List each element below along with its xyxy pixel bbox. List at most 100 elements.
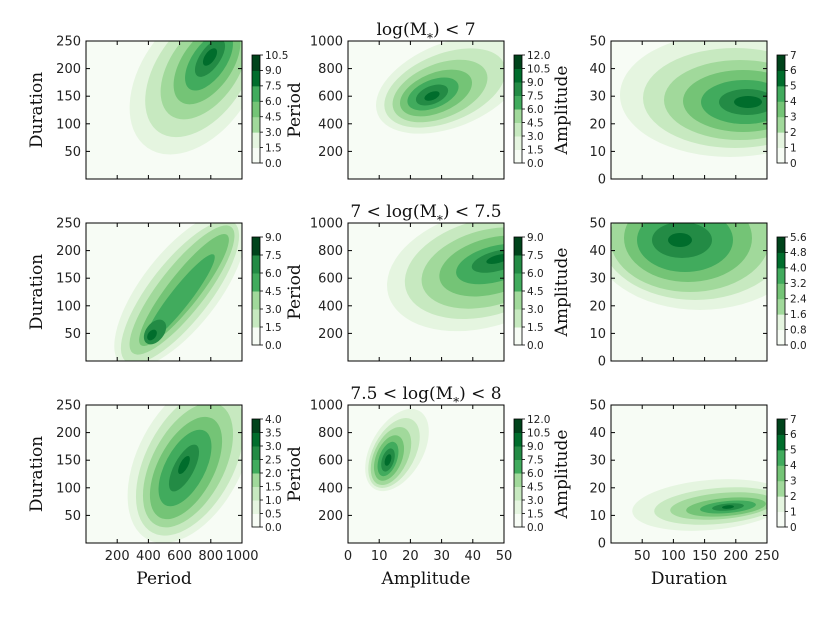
xtick-label-r3c3: 200 — [723, 549, 748, 564]
ytick-label-r1c3: 40 — [589, 62, 606, 77]
colorbar-label-r2c1: Period — [285, 264, 305, 320]
colorbar-tick-label-r2c1: 9.0 — [265, 232, 282, 244]
xtick-label-r3c3: 50 — [634, 549, 651, 564]
colorbar-tick-label-r3c1: 0.0 — [265, 522, 282, 534]
colorbar-segment-r3c2 — [514, 486, 522, 501]
ytick-label-r3c2: 200 — [318, 509, 343, 524]
colorbar-tick-label-r3c1: 1.5 — [265, 481, 282, 493]
colorbar-segment-r1c3 — [777, 55, 785, 71]
row-title-1: log(M*) < 7 — [376, 20, 475, 45]
colorbar-segment-r1c1 — [252, 70, 260, 87]
colorbar-label-r3c1: Period — [285, 446, 305, 502]
colorbar-segment-r2c1 — [252, 255, 260, 274]
ylabel-r2c1: Duration — [27, 254, 47, 330]
colorbar-segment-r2c2 — [514, 327, 522, 346]
colorbar-label-r1c1: Period — [285, 82, 305, 138]
colorbar-tick-label-r3c1: 2.0 — [265, 468, 282, 480]
panel-row1-col1 — [85, 40, 243, 180]
ylabel-r1c3: Amplitude — [552, 66, 572, 156]
colorbar-segment-r3c1 — [252, 419, 260, 433]
colorbar-segment-r2c2 — [514, 237, 522, 256]
colorbar-tick-label-r1c1: 9.0 — [265, 65, 282, 77]
panel-row1-col2 — [347, 40, 505, 180]
colorbar-tick-label-r1c2: 1.5 — [527, 144, 544, 156]
xtick-label-r3c2: 10 — [371, 549, 388, 564]
colorbar-segment-r3c2 — [514, 459, 522, 474]
xtick-label-r3c1: 400 — [136, 549, 161, 564]
ytick-label-r1c2: 400 — [318, 117, 343, 132]
colorbar-segment-r3c2 — [514, 513, 522, 528]
ytick-label-r3c1: 100 — [56, 481, 81, 496]
colorbar-frame-r2c3 — [776, 236, 786, 346]
ytick-label-r3c3: 30 — [589, 454, 606, 469]
colorbar-segment-r1c2 — [514, 136, 522, 150]
colorbar-tick-label-r2c1: 0.0 — [265, 340, 282, 352]
colorbar-tick-label-r1c1: 6.0 — [265, 96, 282, 108]
colorbar-tick-label-r1c3: 0 — [790, 158, 797, 170]
colorbar-segment-r3c1 — [252, 513, 260, 528]
colorbar-segment-r2c2 — [514, 273, 522, 292]
colorbar-segment-r2c1 — [252, 327, 260, 346]
colorbar-tick-label-r3c1: 3.0 — [265, 441, 282, 453]
colorbar-tick-label-r1c2: 12.0 — [527, 50, 550, 62]
xlabel-r3c1: Period — [136, 569, 192, 589]
ytick-label-r2c1: 200 — [56, 244, 81, 259]
colorbar-tick-label-r3c3: 7 — [790, 414, 797, 426]
colorbar-segment-r1c2 — [514, 109, 522, 123]
colorbar-tick-label-r3c1: 3.5 — [265, 427, 282, 439]
xtick-label-r3c1: 1000 — [225, 549, 258, 564]
colorbar-tick-label-r3c2: 3.0 — [527, 495, 544, 507]
panel-row1-col3 — [610, 40, 768, 180]
xtick-label-r3c2: 20 — [402, 549, 419, 564]
colorbar-segment-r2c3 — [777, 237, 785, 253]
xlabel-r3c3: Duration — [651, 569, 727, 589]
ytick-label-r2c3: 0 — [598, 355, 606, 370]
colorbar-segment-r3c2 — [514, 473, 522, 487]
ytick-label-r2c2: 400 — [318, 299, 343, 314]
colorbar-segment-r2c1 — [252, 309, 260, 328]
colorbar-segment-r1c2 — [514, 82, 522, 96]
colorbar-segment-r3c1 — [252, 432, 260, 447]
xtick-label-r3c3: 100 — [661, 549, 686, 564]
ytick-label-r3c1: 50 — [64, 509, 81, 524]
colorbar-segment-r1c2 — [514, 149, 522, 164]
colorbar-tick-label-r2c1: 4.5 — [265, 286, 282, 298]
colorbar-tick-label-r3c1: 4.0 — [265, 414, 282, 426]
colorbar-segment-r1c1 — [252, 55, 260, 71]
colorbar-tick-label-r3c2: 9.0 — [527, 441, 544, 453]
colorbar-tick-label-r1c2: 7.5 — [527, 90, 544, 102]
colorbar-tick-label-r1c2: 3.0 — [527, 131, 544, 143]
colorbar-tick-label-r3c3: 1 — [790, 506, 797, 518]
ytick-label-r2c1: 250 — [56, 217, 81, 232]
colorbar-segment-r2c1 — [252, 291, 260, 310]
colorbar-tick-label-r1c2: 10.5 — [527, 63, 550, 75]
colorbar-tick-label-r3c1: 2.5 — [265, 454, 282, 466]
colorbar-segment-r3c2 — [514, 500, 522, 514]
panel-row3-col2 — [347, 404, 505, 544]
colorbar-segment-r1c1 — [252, 147, 260, 164]
colorbar-segment-r1c3 — [777, 85, 785, 102]
colorbar-tick-label-r3c2: 6.0 — [527, 468, 544, 480]
xtick-label-r3c3: 150 — [692, 549, 717, 564]
colorbar-tick-label-r2c3: 4.0 — [790, 263, 807, 275]
colorbar-tick-label-r1c1: 0.0 — [265, 158, 282, 170]
row-title-2: 7 < log(M*) < 7.5 — [350, 202, 501, 227]
colorbar-tick-label-r1c3: 7 — [790, 50, 797, 62]
colorbar-segment-r3c3 — [777, 449, 785, 466]
colorbar-segment-r2c3 — [777, 252, 785, 269]
panel-row3-col1 — [85, 404, 243, 544]
ytick-label-r3c3: 40 — [589, 426, 606, 441]
ytick-label-r3c3: 50 — [589, 399, 606, 414]
colorbar-tick-label-r2c2: 6.0 — [527, 268, 544, 280]
ytick-label-r1c1: 200 — [56, 62, 81, 77]
xtick-label-r3c1: 600 — [167, 549, 192, 564]
colorbar-tick-label-r3c3: 0 — [790, 522, 797, 534]
colorbar-tick-label-r1c1: 7.5 — [265, 81, 282, 93]
colorbar-tick-label-r3c2: 4.5 — [527, 481, 544, 493]
colorbar-frame-r3c3 — [776, 418, 786, 528]
colorbar-segment-r1c3 — [777, 116, 785, 133]
colorbar-segment-r1c1 — [252, 85, 260, 102]
panel-row2-col1 — [85, 222, 243, 362]
colorbar-segment-r3c1 — [252, 473, 260, 487]
